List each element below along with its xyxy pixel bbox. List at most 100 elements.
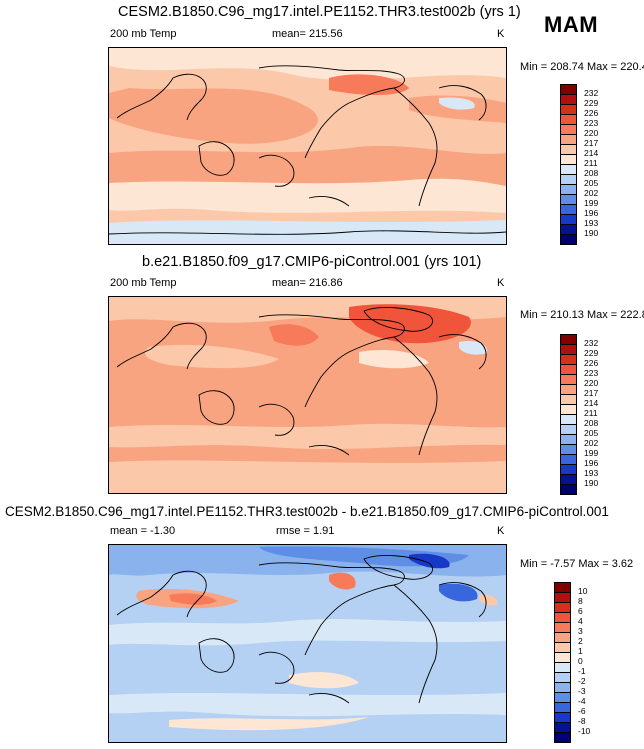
panel-1-map-field [109,48,506,244]
panel-2-colorbar-box [560,484,577,495]
panel-1-colorbar-box [560,194,577,204]
panel-3-map-field [109,545,506,742]
panel-1-mean-label: mean= 215.56 [272,28,343,40]
panel-1-colorbar-label: 220 [584,128,599,138]
panel-3-colorbar-box [554,672,571,682]
panel-3-colorbar-label: 2 [578,636,583,646]
panel-1-colorbar-label: 208 [584,168,599,178]
panel-2-colorbar-box [560,354,577,364]
panel-1-colorbar-label: 199 [584,198,599,208]
panel-2-colorbar-box [560,434,577,444]
panel-3-colorbar-box [554,622,571,632]
panel-1-title: CESM2.B1850.C96_mg17.intel.PE1152.THR3.t… [118,4,521,20]
panel-1-variable-label: 200 mb Temp [110,28,177,40]
panel-1-colorbar-box [560,204,577,214]
panel-3-colorbar-box [554,582,571,592]
panel-2-colorbar-box [560,384,577,394]
panel-2-variable-label: 200 mb Temp [110,277,177,289]
panel-3-colorbar-label: -1 [578,666,586,676]
panel-2-map-field [109,297,506,493]
panel-1-colorbar-box [560,154,577,164]
panel-3-mean-label: mean = -1.30 [110,525,176,537]
panel-2-colorbar-box [560,404,577,414]
panel-3-colorbar-box [554,712,571,722]
panel-1-colorbar-label: 226 [584,108,599,118]
panel-2-colorbar-box [560,414,577,424]
panel-1-colorbar-box [560,224,577,234]
panel-1-colorbar-label: 196 [584,208,599,218]
panel-2-colorbar: 232 229 226 223 220 217 214 211 208 205 202 199 196 1… [560,334,620,495]
panel-3-colorbar-label: -3 [578,686,586,696]
panel-1-colorbar-label: 190 [584,228,599,238]
panel-2-colorbar-box [560,334,577,344]
panel-1-colorbar-box [560,124,577,134]
panel-1-colorbar-box [560,234,577,245]
panel-2-colorbar-box [560,474,577,484]
panel-3-colorbar-box [554,702,571,712]
panel-3-colorbar-label: -2 [578,676,586,686]
panel-3-colorbar-label: -10 [578,726,591,736]
panel-2-colorbar-label: 202 [584,438,599,448]
panel-3-colorbar-box [554,662,571,672]
panel-2-colorbar-box [560,394,577,404]
panel-3-rmse-label: rmse = 1.91 [276,525,335,537]
panel-1-map [108,47,507,245]
panel-2-colorbar-box [560,444,577,454]
panel-1-colorbar-label: 229 [584,98,599,108]
panel-2-colorbar-box [560,454,577,464]
panel-2-colorbar-label: 208 [584,418,599,428]
panel-1-units-label: K [497,28,505,40]
panel-1-colorbar-box [560,94,577,104]
panel-1-colorbar-label: 214 [584,148,599,158]
panel-3-colorbar-label: 8 [578,596,583,606]
panel-3-colorbar-label: 4 [578,616,583,626]
panel-2-map [108,296,507,494]
panel-1-colorbar-label: 211 [584,158,598,168]
panel-3-units-label: K [497,525,505,537]
panel-2-colorbar-label: 232 [584,338,599,348]
panel-1-colorbar-box [560,164,577,174]
panel-2-colorbar-label: 229 [584,348,599,358]
panel-3-colorbar-label: 1 [578,646,583,656]
panel-2-colorbar-box [560,374,577,384]
panel-3-colorbar-box [554,682,571,692]
panel-2-colorbar-label: 217 [584,388,599,398]
panel-1-colorbar-label: 232 [584,88,599,98]
panel-2-colorbar-label: 205 [584,428,599,438]
panel-2-colorbar-label: 196 [584,458,599,468]
panel-3-map [108,544,507,743]
panel-2-mean-label: mean= 216.86 [272,277,343,289]
panel-2-units-label: K [497,277,505,289]
panel-3-colorbar-box [554,642,571,652]
panel-2-minmax-label: Min = 210.13 Max = 222.86 [520,309,644,321]
panel-1-colorbar-box [560,104,577,114]
panel-3-colorbar-label: 10 [578,586,588,596]
panel-1-colorbar-label: 217 [584,138,599,148]
panel-1-colorbar-label: 193 [584,218,599,228]
panel-1-colorbar: 232 229 226 223 220 217 214 211 208 205 202 199 196 1… [560,84,620,245]
panel-1-colorbar-box [560,184,577,194]
panel-2-colorbar-label: 214 [584,398,599,408]
panel-3-colorbar-box [554,722,571,732]
panel-1-colorbar-label: 202 [584,188,599,198]
panel-3-colorbar-label: -6 [578,706,586,716]
panel-1-colorbar-label: 205 [584,178,599,188]
panel-3-colorbar-box [554,612,571,622]
panel-1-colorbar-box [560,174,577,184]
panel-2-colorbar-label: 211 [584,408,598,418]
panel-3-colorbar-box [554,692,571,702]
panel-3-colorbar-box [554,592,571,602]
panel-3-colorbar-box [554,602,571,612]
panel-2-colorbar-label: 199 [584,448,599,458]
panel-2-colorbar-label: 190 [584,478,599,488]
panel-2-title: b.e21.B1850.f09_g17.CMIP6-piControl.001 … [142,254,482,270]
panel-2-colorbar-label: 193 [584,468,599,478]
panel-2-colorbar-label: 220 [584,378,599,388]
panel-2-colorbar-label: 226 [584,358,599,368]
panel-3-colorbar-box [554,632,571,642]
panel-1-colorbar-box [560,84,577,94]
panel-1-colorbar-box [560,134,577,144]
panel-3-colorbar-label: 0 [578,656,583,666]
panel-3-minmax-label: Min = -7.57 Max = 3.62 [520,558,634,570]
panel-3-colorbar-label: 6 [578,606,583,616]
